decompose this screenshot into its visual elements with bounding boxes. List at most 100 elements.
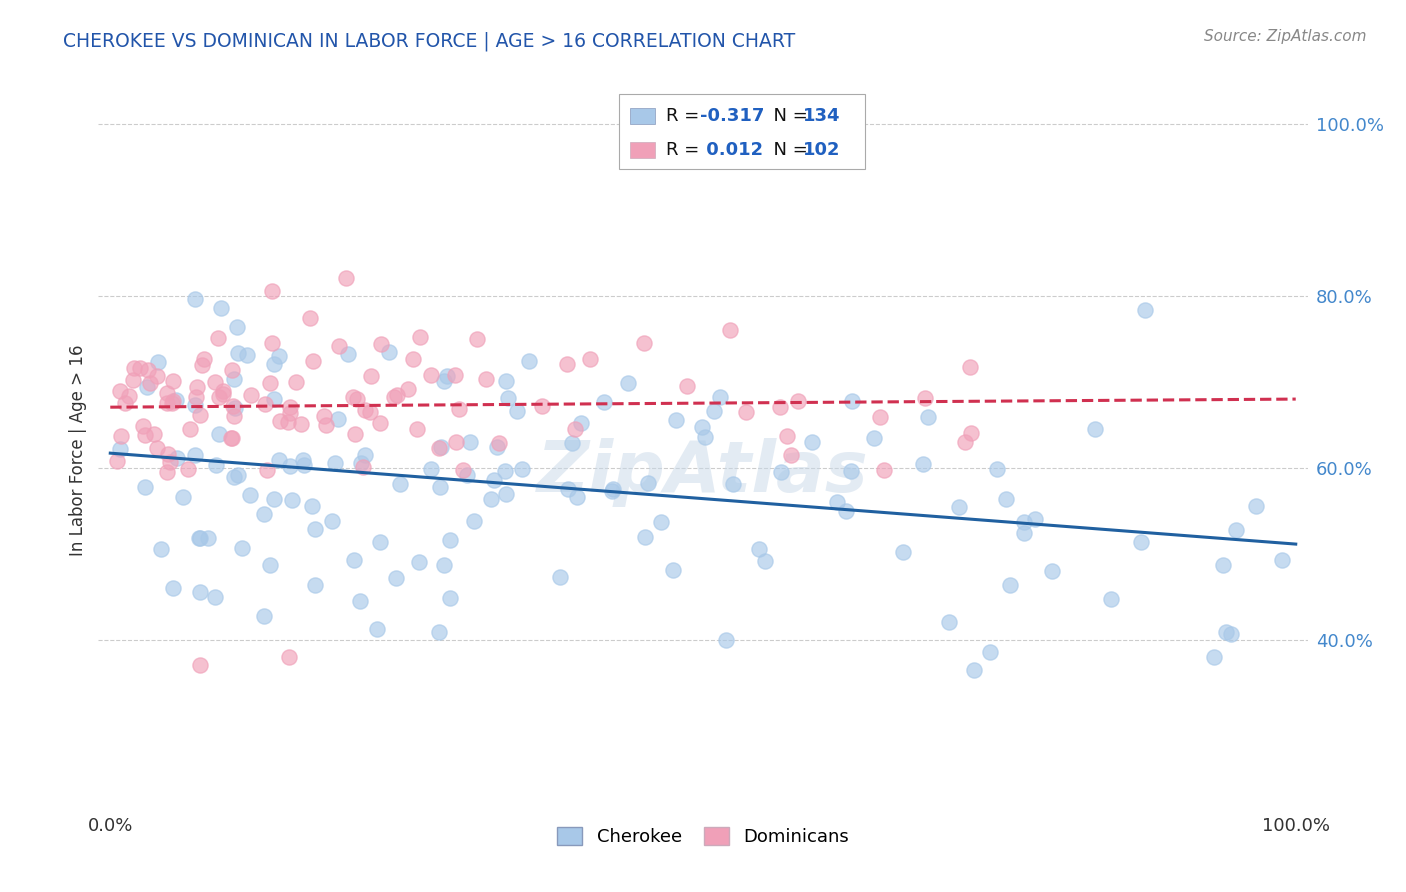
Point	[617, 376, 640, 390]
Point	[447, 402, 470, 417]
Point	[600, 483, 623, 498]
Point	[768, 401, 790, 415]
Point	[134, 480, 156, 494]
Point	[531, 399, 554, 413]
Point	[564, 421, 586, 435]
Point	[839, 464, 862, 478]
Point	[131, 419, 153, 434]
Point	[155, 465, 177, 479]
Point	[408, 555, 430, 569]
Point	[105, 454, 128, 468]
Point	[222, 409, 245, 423]
Point	[336, 346, 359, 360]
Point	[284, 375, 307, 389]
Point	[872, 463, 894, 477]
Point	[315, 417, 337, 432]
Point	[661, 563, 683, 577]
Point	[312, 409, 335, 423]
Point	[841, 394, 863, 409]
Point	[212, 387, 235, 401]
Point	[184, 391, 207, 405]
Point	[409, 330, 432, 344]
Point	[494, 464, 516, 478]
Text: N =: N =	[762, 141, 814, 159]
Point	[693, 430, 716, 444]
Text: N =: N =	[762, 107, 814, 125]
Point	[1212, 558, 1234, 572]
Point	[769, 466, 792, 480]
Point	[676, 379, 699, 393]
Text: -0.317: -0.317	[700, 107, 765, 125]
Point	[650, 515, 672, 529]
Point	[205, 458, 228, 472]
Point	[124, 360, 146, 375]
Point	[1225, 524, 1247, 538]
Point	[451, 463, 474, 477]
Point	[221, 431, 243, 445]
Point	[709, 390, 731, 404]
Point	[183, 398, 205, 412]
Point	[188, 531, 211, 545]
Text: ZipAtlas: ZipAtlas	[537, 438, 869, 507]
Point	[465, 332, 488, 346]
Point	[235, 348, 257, 362]
Point	[208, 427, 231, 442]
Point	[162, 394, 184, 409]
Point	[517, 354, 540, 368]
Point	[222, 372, 245, 386]
Point	[569, 417, 592, 431]
Point	[593, 395, 616, 409]
Point	[734, 405, 756, 419]
Point	[602, 482, 624, 496]
Point	[436, 368, 458, 383]
Point	[863, 431, 886, 445]
Point	[938, 615, 960, 629]
Point	[335, 271, 357, 285]
Point	[578, 352, 600, 367]
Point	[555, 357, 578, 371]
Point	[269, 414, 291, 428]
Point	[179, 422, 201, 436]
Text: 0.012: 0.012	[700, 141, 763, 159]
Point	[633, 335, 655, 350]
Point	[835, 504, 858, 518]
Legend: Cherokee, Dominicans: Cherokee, Dominicans	[550, 820, 856, 854]
Point	[433, 375, 456, 389]
Point	[420, 368, 443, 382]
Text: R =: R =	[666, 141, 706, 159]
Point	[665, 413, 688, 427]
Point	[177, 462, 200, 476]
Point	[714, 632, 737, 647]
Point	[277, 649, 299, 664]
Point	[427, 442, 450, 456]
Point	[948, 500, 970, 514]
Point	[184, 449, 207, 463]
Point	[495, 487, 517, 501]
Point	[419, 462, 441, 476]
Point	[231, 541, 253, 556]
Point	[485, 441, 508, 455]
Point	[959, 360, 981, 375]
Point	[253, 608, 276, 623]
Text: 102: 102	[803, 141, 841, 159]
Point	[366, 622, 388, 636]
Point	[914, 391, 936, 405]
Point	[301, 499, 323, 513]
Point	[328, 338, 350, 352]
Point	[263, 491, 285, 506]
Point	[165, 393, 187, 408]
Point	[1000, 578, 1022, 592]
Point	[382, 390, 405, 404]
Point	[254, 397, 277, 411]
Point	[396, 382, 419, 396]
Point	[1012, 515, 1035, 529]
Point	[156, 447, 179, 461]
Point	[1244, 499, 1267, 513]
Point	[495, 374, 517, 388]
Point	[439, 533, 461, 547]
Point	[780, 448, 803, 462]
Point	[260, 335, 283, 350]
Point	[479, 491, 502, 506]
Point	[343, 553, 366, 567]
Point	[350, 456, 373, 470]
